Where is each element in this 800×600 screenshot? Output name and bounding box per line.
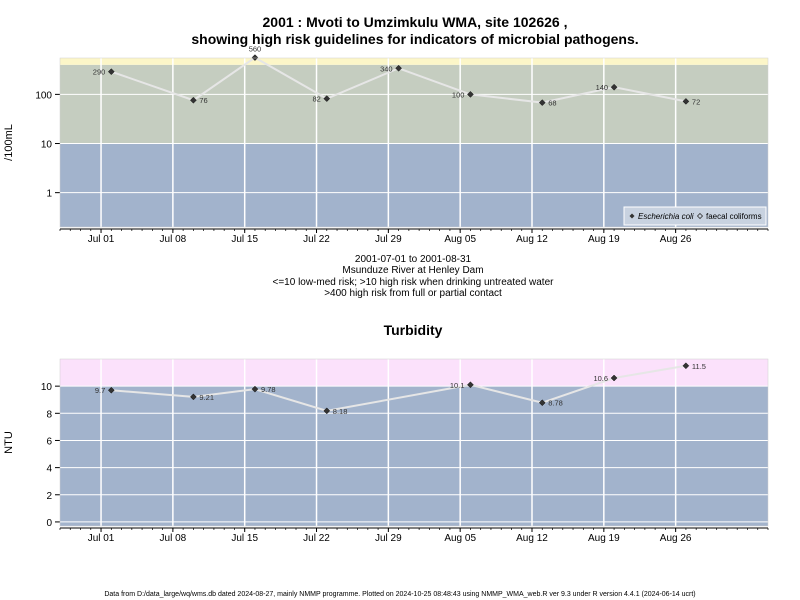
x-tick-label-8: Aug 26	[660, 533, 692, 544]
x-tick-label-0: Jul 01	[88, 234, 115, 245]
x-tick-label-8: Aug 26	[660, 234, 692, 245]
data-label-2: 560	[249, 45, 262, 54]
y-tick-label-3: 6	[46, 436, 52, 447]
y-tick-label-1: 10	[41, 140, 53, 151]
y-tick-label-5: 10	[41, 382, 53, 393]
data-label-4: 10.1	[450, 381, 465, 390]
turbidity-panel: 0 2 4 6 8 10 NTU Jul 01 Jul 08 Jul 15 Jul 22 Jul 29…	[3, 358, 769, 544]
plot-frame	[59, 57, 769, 228]
data-point-2	[251, 385, 259, 393]
x-tick-label-6: Aug 12	[516, 234, 548, 245]
x-tick-label-6: Aug 12	[516, 533, 548, 544]
data-point-5	[538, 399, 546, 407]
data-point-6	[610, 374, 618, 382]
x-tick-label-2: Jul 15	[231, 533, 258, 544]
x-tick-label-7: Aug 19	[588, 234, 620, 245]
x-tick-label-0: Jul 01	[88, 533, 115, 544]
data-point-2	[251, 54, 259, 61]
caption-line2: Msunduze River at Henley Dam	[342, 265, 483, 276]
data-point-4	[467, 381, 474, 389]
x-tick-label-1: Jul 08	[160, 234, 187, 245]
data-label-4: 340	[380, 64, 393, 73]
data-label-3: 82	[312, 95, 320, 104]
risk-band-0	[60, 386, 768, 526]
data-label-0: 9.7	[95, 386, 105, 395]
data-point-7	[610, 83, 618, 91]
chart-title-line1: 2001 : Mvoti to Umzimkulu WMA, site 1026…	[263, 14, 568, 30]
x-tick-label-3: Jul 22	[303, 234, 330, 245]
data-point-0	[107, 386, 115, 394]
y-tick-label-0: 0	[46, 518, 52, 529]
data-label-6: 68	[548, 99, 556, 108]
data-label-7: 140	[596, 83, 609, 92]
risk-band-1	[60, 359, 768, 387]
data-label-2: 9.78	[261, 385, 276, 394]
risk-band-1	[60, 64, 768, 144]
legend-marker-1	[696, 212, 704, 220]
data-point-1	[190, 393, 197, 401]
data-label-5: 100	[452, 90, 465, 99]
caption-line4: >400 high risk from full or partial cont…	[324, 288, 502, 299]
y-axis-label: NTU	[3, 431, 15, 454]
caption-line3: <=10 low-med risk; >10 high risk when dr…	[273, 277, 555, 288]
y-tick-label-4: 8	[46, 409, 52, 420]
data-label-0: 290	[93, 68, 106, 77]
x-tick-label-7: Aug 19	[588, 533, 620, 544]
y-tick-label-2: 100	[35, 90, 52, 101]
x-tick-label-5: Aug 05	[444, 234, 476, 245]
x-tick-label-3: Jul 22	[303, 533, 330, 544]
data-point-8	[682, 98, 690, 105]
data-point-3	[323, 407, 331, 415]
legend-marker-0	[629, 213, 635, 219]
y-axis-label: /100mL	[3, 124, 15, 161]
legend-label-0: Escherichia coli	[638, 212, 694, 221]
risk-band-2	[60, 58, 768, 65]
data-point-4	[395, 64, 402, 72]
data-point-1	[190, 96, 197, 104]
data-label-1: 76	[199, 96, 207, 105]
x-tick-label-5: Aug 05	[444, 533, 476, 544]
data-point-6	[538, 99, 546, 106]
y-tick-label-0: 1	[46, 189, 52, 200]
turbidity-title: Turbidity	[384, 322, 443, 338]
y-tick-label-2: 4	[46, 464, 52, 475]
data-label-8: 72	[692, 97, 700, 106]
data-point-0	[107, 68, 115, 76]
legend-box	[623, 206, 767, 226]
x-tick-label-2: Jul 15	[231, 234, 258, 245]
x-tick-label-4: Jul 29	[375, 234, 402, 245]
y-tick-label-1: 2	[46, 491, 52, 502]
chart-title-line2: showing high risk guidelines for indicat…	[191, 31, 638, 47]
series-line-0	[111, 364, 687, 412]
data-label-1: 9.21	[199, 393, 214, 402]
x-tick-label-1: Jul 08	[160, 533, 187, 544]
data-point-7	[682, 362, 690, 370]
data-point-3	[323, 95, 331, 102]
data-point-5	[467, 91, 474, 98]
x-tick-label-4: Jul 29	[375, 533, 402, 544]
plot-frame	[59, 358, 769, 527]
data-label-7: 11.5	[692, 362, 706, 371]
caption-line1: 2001-07-01 to 2001-08-31	[355, 254, 472, 265]
data-label-6: 10.6	[593, 374, 608, 383]
microbial-panel: 1 10 100/100mL Jul 01 Jul 08 Jul 15 Jul 22 Jul …	[3, 45, 769, 245]
footer-text: Data from D:/data_large/wq/wms.db dated …	[104, 591, 695, 598]
data-label-5: 8.78	[548, 399, 563, 408]
data-label-3: 8.18	[333, 407, 348, 416]
legend-label-1: faecal coliforms	[706, 212, 762, 221]
